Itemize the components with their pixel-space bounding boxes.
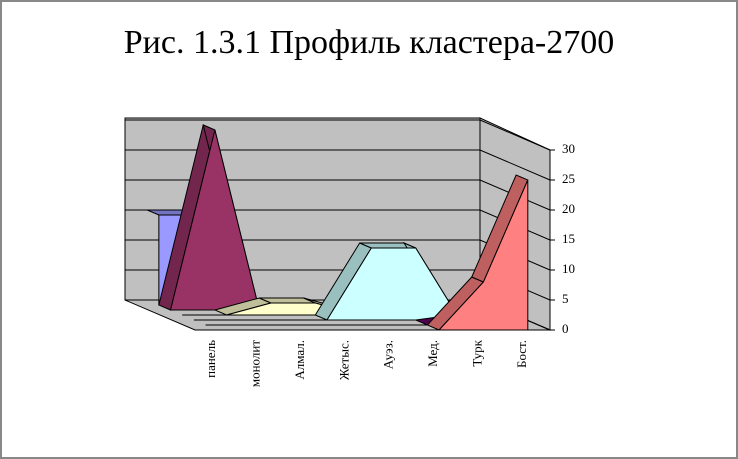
y-tick-label: 10 — [562, 261, 575, 276]
grid-line — [125, 149, 551, 181]
x-tick-label: Турк — [469, 339, 484, 366]
y-tick-label: 30 — [562, 141, 575, 156]
y-tick-label: 20 — [562, 201, 575, 216]
x-tick-label: Ауэз. — [381, 340, 396, 369]
y-tick-label: 5 — [562, 291, 569, 306]
x-tick-label: Жетыс. — [336, 340, 351, 380]
grid-line — [125, 119, 551, 151]
y-tick-label: 25 — [562, 171, 575, 186]
x-tick-label: монолит — [248, 340, 263, 387]
x-tick-label: Алмал. — [292, 340, 307, 380]
chart-title: Рис. 1.3.1 Профиль кластера-2700 — [124, 24, 614, 61]
y-tick-label: 15 — [562, 231, 575, 246]
x-tick-label: Мед. — [425, 340, 440, 367]
x-tick-label: панель — [203, 340, 218, 378]
x-tick-label: Бост. — [514, 340, 529, 368]
y-tick-label: 0 — [562, 321, 569, 336]
area — [217, 179, 529, 331]
